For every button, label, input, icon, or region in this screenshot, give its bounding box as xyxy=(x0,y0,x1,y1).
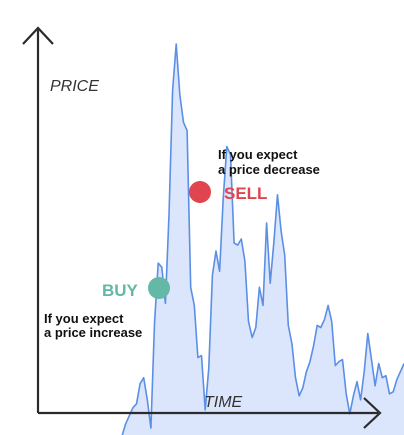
buy-label: BUY xyxy=(102,281,139,300)
sell-marker xyxy=(189,181,211,203)
sell-note-line-1: If you expect xyxy=(218,147,298,162)
price-area-fill xyxy=(122,44,404,435)
buy-marker xyxy=(148,277,170,299)
buy-note-line-2: a price increase xyxy=(44,325,142,340)
x-axis-label: TIME xyxy=(204,394,243,411)
y-axis-arrow-icon xyxy=(22,26,54,45)
sell-note-line-2: a price decrease xyxy=(218,162,320,177)
y-axis-label: PRICE xyxy=(50,78,99,95)
x-axis-arrow-icon xyxy=(363,397,382,429)
sell-label: SELL xyxy=(224,184,267,203)
plot-area xyxy=(121,43,404,435)
buy-note-line-1: If you expect xyxy=(44,311,124,326)
axes xyxy=(22,26,382,429)
price-line xyxy=(121,43,404,435)
